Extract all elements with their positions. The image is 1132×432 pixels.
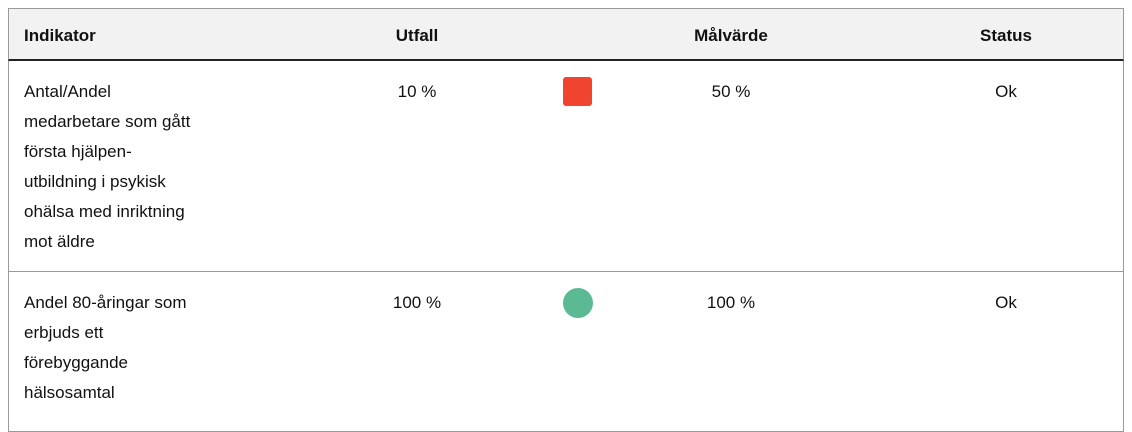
status-cell: Ok [995,293,1017,312]
header-cell: Målvärde [694,26,768,45]
indikator-line: Antal/Andel [24,82,111,101]
indikator-cell: Andel 80-åringar som erbjuds ett förebygga… [24,288,187,408]
indikator-line: Andel 80-åringar som [24,293,187,312]
page: Indikator Utfall Målvärde Status Antal/A… [8,8,1124,432]
indikator-line: erbjuds ett [24,323,104,342]
malvarde-cell: 100 % [706,293,756,312]
utfall-cell: 100 % [392,293,442,312]
table-row: Antal/Andel medarbetare som gått första hj… [8,61,1124,272]
indikator-line: mot äldre [24,232,95,251]
status-icon-red [563,77,592,106]
status-cell: Ok [995,82,1017,101]
header-cell: Utfall [395,26,439,45]
header-cell: Indikator [24,26,96,45]
status-icon-green [563,288,593,318]
indikator-line: hälsosamtal [24,383,115,402]
malvarde-cell: 50 % [711,82,751,101]
indikator-line: utbildning i psykisk [24,172,166,191]
header-cell: Status [980,26,1032,45]
utfall-cell: 10 % [397,82,437,101]
indikator-line: ohälsa med inriktning [24,202,185,221]
table-header: Indikator Utfall Målvärde Status [8,8,1124,61]
indikator-line: medarbetare som gått [24,112,191,131]
indikator-line: förebyggande [24,353,128,372]
indikator-line: första hjälpen- [24,142,132,161]
indikator-cell: Antal/Andel medarbetare som gått första hj… [24,77,190,257]
table-row: Andel 80-åringar som erbjuds ett förebygga… [8,272,1124,432]
